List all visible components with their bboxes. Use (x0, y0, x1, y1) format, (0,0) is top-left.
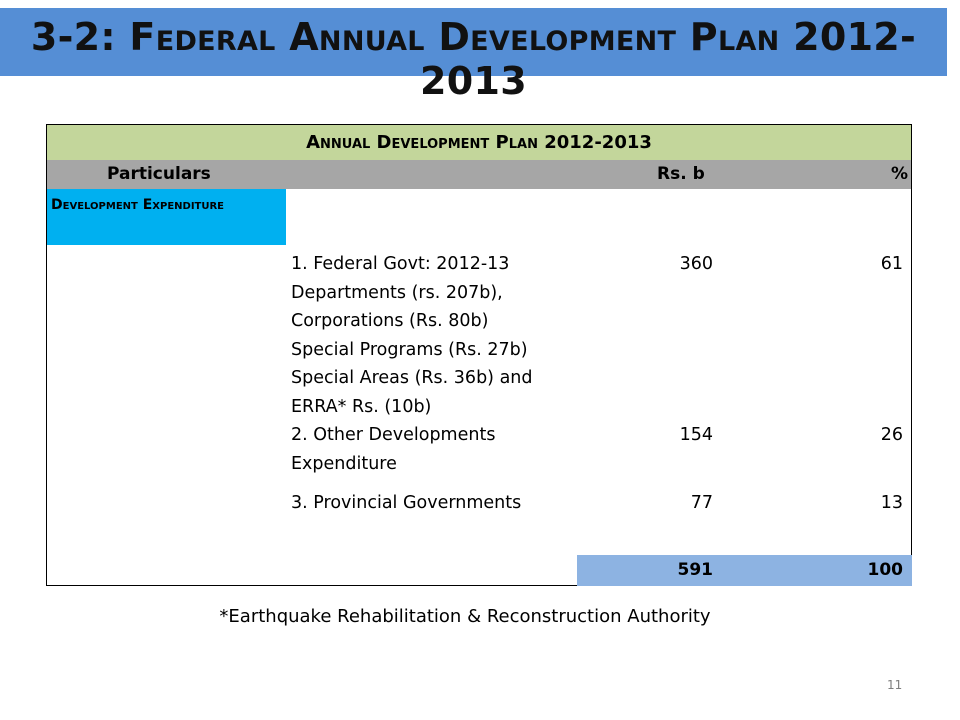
column-header-row: Particulars Rs. b % (47, 160, 911, 189)
row-line: Departments (rs. 207b), (291, 282, 503, 303)
total-amount: 591 (677, 560, 714, 580)
row-percent: 61 (880, 254, 903, 274)
row-other-developments: 2. Other Developments Expenditure (291, 421, 495, 478)
row-amount: 360 (679, 254, 713, 274)
table-header: Annual Development Plan 2012-2013 (47, 125, 911, 160)
row-line: Special Areas (Rs. 36b) and (291, 368, 533, 388)
row-line: ERRA* Rs. (10b) (291, 396, 432, 417)
row-percent: 13 (880, 493, 903, 513)
page-number: 11 (887, 678, 903, 692)
row-line: Special Programs (Rs. 27b) (291, 339, 528, 360)
row-amount: 154 (679, 425, 713, 445)
row-amount: 77 (690, 493, 713, 513)
slide-title: 3-2: Federal Annual Development Plan 201… (30, 15, 917, 103)
column-amount: Rs. b (657, 164, 705, 184)
title-bar (0, 8, 947, 76)
row-percent: 26 (880, 425, 903, 445)
row-provincial-governments: 3. Provincial Governments (291, 489, 521, 518)
column-percent: % (891, 164, 909, 184)
section-label: Development Expenditure (47, 189, 286, 245)
row-line: 1. Federal Govt: 2012-13 (291, 254, 510, 274)
row-line: Expenditure (291, 453, 397, 474)
adp-table: Annual Development Plan 2012-2013 Partic… (46, 124, 912, 586)
column-particulars: Particulars (107, 164, 211, 184)
row-line: 2. Other Developments (291, 425, 496, 445)
row-line: Corporations (Rs. 80b) (291, 311, 489, 331)
total-percent: 100 (867, 560, 904, 580)
total-row: 591 100 (577, 555, 912, 586)
footnote: *Earthquake Rehabilitation & Reconstruct… (219, 606, 711, 627)
row-federal-govt: 1. Federal Govt: 2012-13 Departments (rs… (291, 250, 533, 421)
row-line: 3. Provincial Governments (291, 493, 522, 513)
